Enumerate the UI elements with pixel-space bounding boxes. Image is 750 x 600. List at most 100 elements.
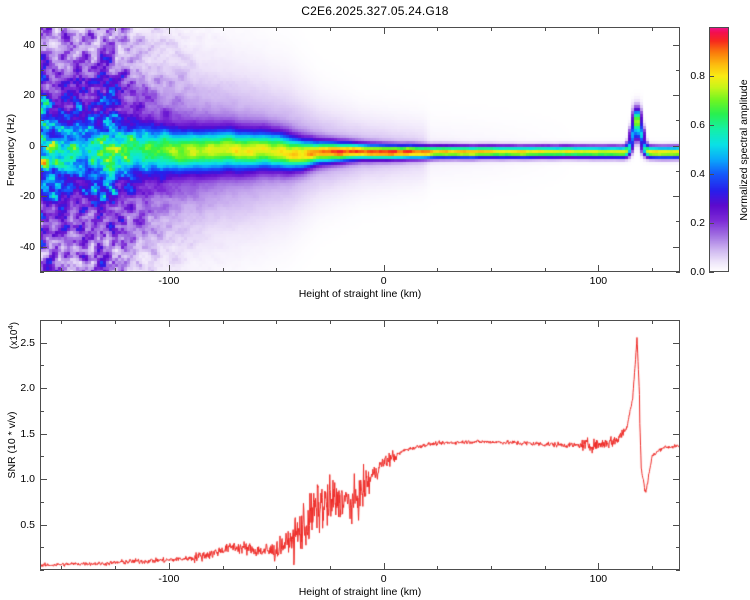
y-tick <box>676 570 680 571</box>
figure-title: C2E6.2025.327.05.24.G18 <box>301 4 449 18</box>
x-tick-label: 0 <box>380 573 387 585</box>
y-tick <box>673 433 680 435</box>
x-tick <box>437 566 439 570</box>
y-tick-label: 40 <box>23 38 35 51</box>
y-tick-label: 20 <box>23 89 35 102</box>
y-tick <box>40 170 44 172</box>
x-tick <box>329 566 331 570</box>
y-tick <box>40 365 44 367</box>
x-tick-label: -100 <box>158 275 180 287</box>
x-tick <box>61 566 63 570</box>
y-tick <box>40 145 47 147</box>
y-tick <box>673 246 680 248</box>
y-tick <box>673 479 680 481</box>
y-tick <box>40 320 44 321</box>
x-tick <box>491 566 492 570</box>
x-tick <box>544 566 546 570</box>
x-tick <box>652 320 654 324</box>
x-tick <box>115 566 117 570</box>
y-tick <box>673 388 680 390</box>
y-tick <box>40 547 44 549</box>
x-tick <box>437 268 439 272</box>
x-tick <box>598 320 600 327</box>
colorbar-tick-label: 0.6 <box>690 119 705 131</box>
y-tick <box>673 44 680 46</box>
x-tick <box>598 563 600 570</box>
x-tick <box>168 563 170 570</box>
y-tick-label: 0.5 <box>20 518 35 531</box>
y-tick <box>40 410 44 412</box>
y-tick <box>676 272 680 273</box>
y-tick-label: 1.5 <box>20 427 35 440</box>
colorbar-tick <box>709 125 714 126</box>
colorbar-tick-label: 0.4 <box>690 168 705 180</box>
y-tick <box>676 170 680 172</box>
x-tick <box>383 265 385 272</box>
x-tick <box>491 320 492 324</box>
x-tick <box>222 268 224 272</box>
y-tick <box>40 524 47 526</box>
y-tick-label: 1.0 <box>20 473 35 486</box>
y-tick <box>676 120 680 122</box>
y-tick <box>40 501 44 503</box>
x-tick <box>168 27 170 34</box>
y-tick <box>40 272 44 273</box>
x-tick <box>61 27 63 31</box>
y-tick-label: -40 <box>19 240 35 253</box>
x-tick <box>168 320 170 327</box>
colorbar-gradient <box>709 27 729 272</box>
x-tick <box>383 320 385 327</box>
y-tick <box>40 456 44 458</box>
y-tick <box>673 145 680 147</box>
colorbar-tick <box>709 76 714 77</box>
x-tick <box>598 265 600 272</box>
snr-y-axis-exponent: (x104) <box>5 322 21 349</box>
x-tick <box>544 27 546 31</box>
x-tick <box>115 320 117 324</box>
y-tick <box>40 246 47 248</box>
y-tick <box>40 388 47 390</box>
colorbar-tick-label: 0.8 <box>690 70 705 82</box>
x-tick <box>222 27 224 31</box>
x-tick <box>276 566 278 570</box>
y-tick <box>40 95 47 97</box>
y-tick <box>673 196 680 198</box>
y-tick <box>40 221 44 223</box>
x-tick <box>383 27 385 34</box>
y-tick <box>676 410 680 412</box>
colorbar-label: Normalized spectral amplitude <box>738 78 750 221</box>
x-tick <box>437 27 439 31</box>
spectrogram-x-axis-label: Height of straight line (km) <box>298 288 422 300</box>
y-tick <box>673 95 680 97</box>
x-tick <box>491 27 492 31</box>
x-tick <box>115 268 117 272</box>
y-tick <box>40 479 47 481</box>
x-tick-label: 100 <box>589 573 608 585</box>
x-tick <box>544 268 546 272</box>
y-tick <box>676 501 680 503</box>
x-tick <box>652 566 654 570</box>
x-tick <box>598 27 600 34</box>
spectrogram-y-axis-label: Frequency (Hz) <box>5 113 17 186</box>
y-tick <box>676 456 680 458</box>
x-tick <box>276 320 278 324</box>
y-tick <box>673 342 680 344</box>
x-tick <box>491 268 492 272</box>
snr-plot <box>40 320 680 570</box>
x-tick <box>222 320 224 324</box>
x-tick <box>329 27 331 31</box>
y-tick <box>40 433 47 435</box>
y-tick <box>40 69 44 71</box>
x-tick <box>329 320 331 324</box>
x-tick <box>222 566 224 570</box>
y-tick <box>673 524 680 526</box>
y-tick-label: -20 <box>19 190 35 203</box>
x-tick <box>61 268 63 272</box>
x-tick <box>329 268 331 272</box>
x-tick <box>652 27 654 31</box>
colorbar-tick <box>709 223 714 224</box>
x-tick <box>115 27 117 31</box>
y-tick-label: 2.0 <box>20 382 35 395</box>
y-tick <box>676 221 680 223</box>
x-tick <box>437 320 439 324</box>
